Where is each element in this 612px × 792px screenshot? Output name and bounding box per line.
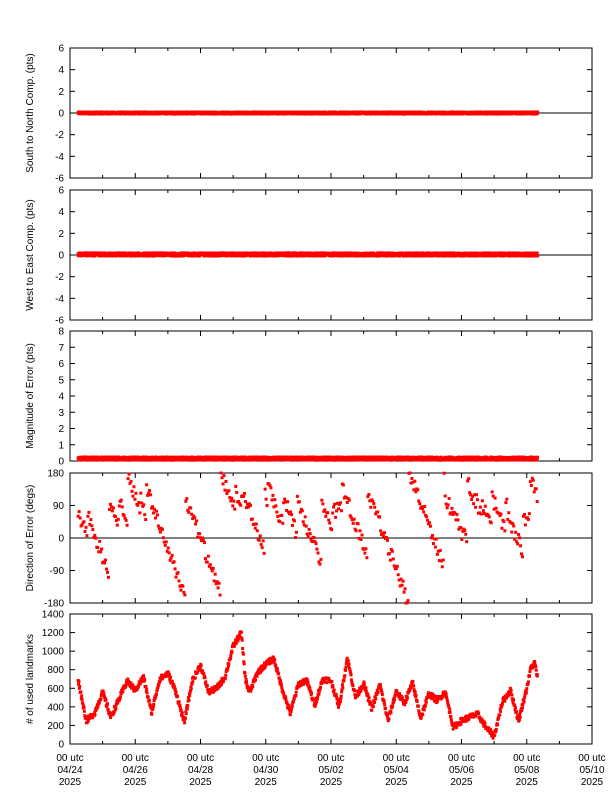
y-tick-label: 6: [58, 359, 64, 370]
y-tick-label: 6: [58, 44, 64, 55]
y-tick-label: 2: [58, 229, 64, 240]
y-tick-label: 6: [58, 186, 64, 197]
data-point: [536, 254, 540, 258]
data-point: [406, 251, 410, 255]
plot-frame: [69, 330, 593, 462]
y-axis-label: South to North Comp. (pts): [25, 53, 36, 173]
data-point: [535, 251, 539, 255]
data-point: [292, 254, 296, 258]
y-tick-label: 8: [58, 327, 64, 338]
data-point: [535, 112, 539, 116]
y-tick-label: 7: [58, 343, 64, 354]
data-points: [76, 251, 540, 258]
y-tick-label: 2: [58, 424, 64, 435]
data-points: [76, 455, 540, 462]
panel-3: 0 1 2 3 4 5 6 7 8 Magnitude of Error (pts): [25, 327, 593, 468]
y-axis-label: Magnitude of Error (pts): [25, 343, 36, 449]
y-tick-label: 4: [58, 207, 64, 218]
y-tick-label: -2: [55, 130, 64, 141]
y-tick-label: 2: [58, 87, 64, 98]
y-tick-label: 0: [58, 457, 64, 468]
y-tick-label: 4: [58, 65, 64, 76]
y-tick-label: -6: [55, 174, 64, 185]
y-tick-label: 0: [58, 251, 64, 262]
panel-1: -6 -4 -2 0 2 4 6 South to North Comp. (pts): [25, 44, 593, 185]
data-point: [536, 110, 540, 114]
y-tick-label: 4: [58, 392, 64, 403]
y-tick-label: 0: [58, 109, 64, 120]
y-axis-label: West to East Comp. (pts): [25, 199, 36, 311]
y-tick-label: -4: [55, 294, 64, 305]
data-points: [76, 110, 540, 116]
panels: -6 -4 -2 0 2 4 6 South to North Comp. (pts) -6 -4…: [25, 44, 593, 751]
y-tick-label: -4: [55, 152, 64, 163]
panel-2: -6 -4 -2 0 2 4 6 West to East Comp. (pts): [25, 186, 593, 327]
data-point: [170, 251, 174, 255]
y-tick-label: 1: [58, 440, 64, 451]
y-tick-label: -2: [55, 272, 64, 283]
y-tick-label: 5: [58, 375, 64, 386]
y-tick-label: -6: [55, 316, 64, 327]
y-tick-label: 3: [58, 408, 64, 419]
